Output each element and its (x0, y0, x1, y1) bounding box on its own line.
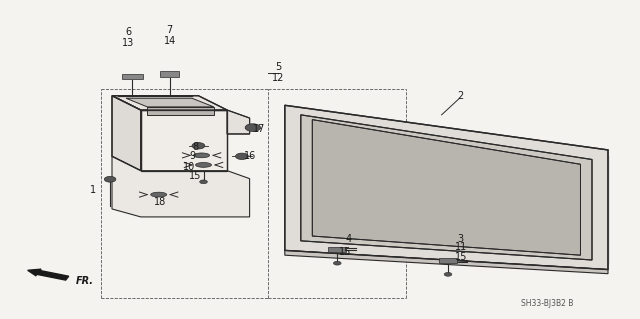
Text: 9: 9 (189, 151, 195, 161)
Text: 12: 12 (272, 73, 285, 83)
Polygon shape (112, 96, 141, 171)
Text: 15: 15 (189, 171, 202, 182)
FancyArrow shape (28, 269, 68, 280)
Circle shape (245, 124, 260, 131)
Text: 6: 6 (125, 27, 131, 37)
Polygon shape (285, 250, 608, 274)
Circle shape (192, 143, 205, 149)
Text: 16: 16 (243, 151, 256, 161)
Polygon shape (328, 247, 346, 252)
Text: 15: 15 (339, 247, 352, 257)
Text: FR.: FR. (76, 276, 93, 286)
Polygon shape (301, 115, 592, 260)
Polygon shape (112, 96, 227, 110)
Ellipse shape (193, 153, 210, 158)
Text: 3: 3 (458, 234, 464, 244)
Text: 14: 14 (163, 36, 176, 47)
Text: 15: 15 (454, 252, 467, 263)
Text: 18: 18 (154, 197, 166, 207)
Text: 13: 13 (122, 38, 134, 48)
Text: 7: 7 (166, 25, 173, 35)
Circle shape (333, 261, 341, 265)
Polygon shape (285, 105, 608, 270)
Polygon shape (160, 71, 179, 77)
Ellipse shape (151, 192, 166, 197)
Polygon shape (312, 120, 580, 255)
Circle shape (200, 180, 207, 184)
Polygon shape (112, 156, 250, 217)
Polygon shape (439, 258, 457, 263)
Polygon shape (126, 98, 214, 107)
Circle shape (104, 176, 116, 182)
Polygon shape (147, 107, 214, 115)
Polygon shape (122, 74, 143, 79)
Text: 5: 5 (275, 62, 282, 72)
Text: 1: 1 (90, 185, 96, 195)
Text: 4: 4 (346, 234, 352, 244)
Ellipse shape (196, 163, 211, 167)
Polygon shape (227, 110, 250, 134)
Text: 17: 17 (253, 124, 266, 134)
Circle shape (444, 272, 452, 276)
Circle shape (236, 153, 248, 160)
Text: 8: 8 (192, 142, 198, 152)
Text: 11: 11 (454, 242, 467, 252)
Text: SH33-BJ3B2 B: SH33-BJ3B2 B (521, 299, 573, 308)
Polygon shape (141, 110, 227, 171)
Text: 10: 10 (183, 162, 196, 172)
Text: 2: 2 (458, 91, 464, 101)
